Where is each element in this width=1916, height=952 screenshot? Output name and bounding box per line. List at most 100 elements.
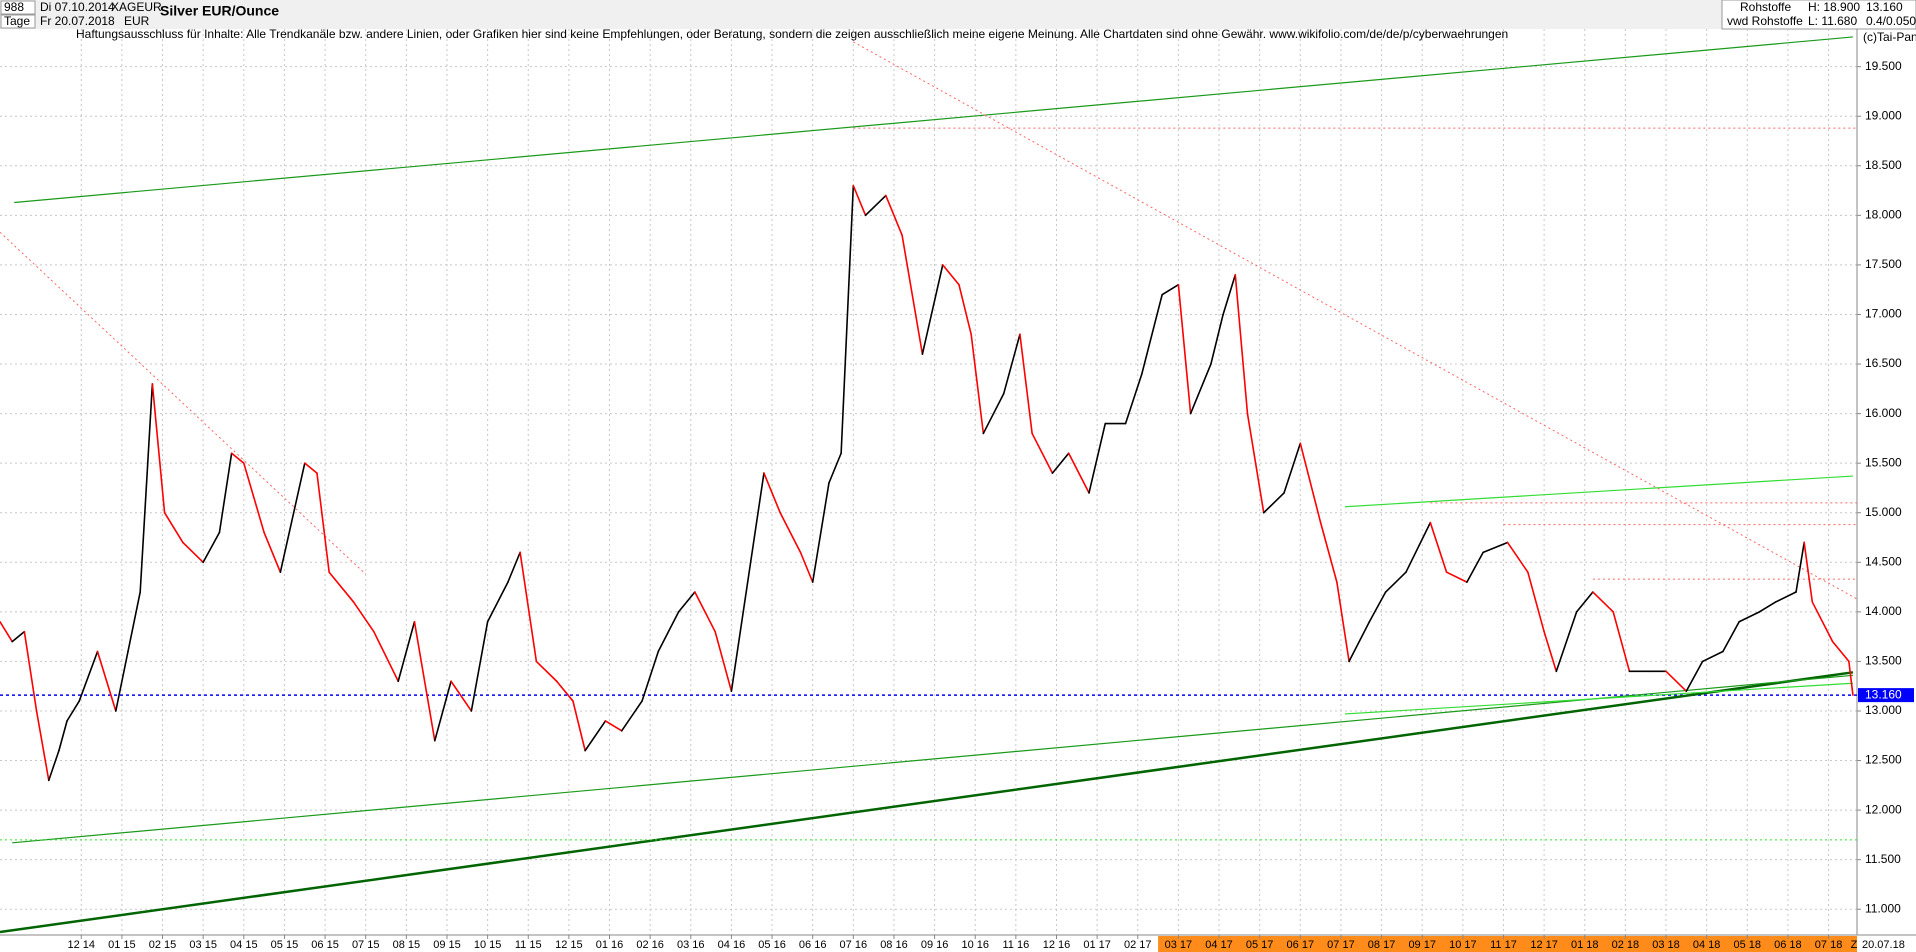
header-end: Fr 20.07.2018: [40, 14, 115, 28]
header-bar: [0, 0, 1916, 29]
id-box[interactable]: [0, 0, 36, 15]
price-segment: [486, 581, 509, 623]
price-segment: [864, 194, 887, 217]
price-segment: [115, 650, 129, 712]
price-segment: [1067, 452, 1090, 494]
x-tick-label: 05 16: [758, 939, 786, 951]
x-tick-label: 06 16: [799, 939, 827, 951]
header-high: H: 18.900: [1808, 0, 1860, 14]
x-tick-label: 02 18: [1612, 939, 1640, 951]
price-segment: [901, 234, 924, 355]
price-segment: [1161, 283, 1180, 296]
price-segment: [1612, 611, 1631, 673]
copyright: (c)Tai-Pan: [1863, 30, 1916, 44]
x-tick-label: 09 17: [1408, 939, 1436, 951]
header-group: Rohstoffe: [1740, 0, 1791, 14]
price-segment: [1466, 551, 1484, 583]
price-segment: [1848, 660, 1854, 696]
x-tick-label: 12 16: [1043, 939, 1071, 951]
price-segment: [779, 511, 802, 554]
x-tick-label: 03 17: [1165, 939, 1193, 951]
price-segment: [328, 571, 355, 603]
trend-line: [12, 674, 1853, 844]
chart-title: Silver EUR/Ounce: [160, 3, 279, 19]
price-segment: [746, 472, 765, 583]
x-tick-label: 01 16: [596, 939, 624, 951]
time-highlight: [1158, 936, 1857, 952]
price-segment: [941, 264, 960, 286]
x-tick-label: 03 18: [1652, 939, 1680, 951]
price-segment: [677, 591, 696, 613]
price-segment: [1141, 293, 1163, 375]
x-tick-label: 02 17: [1124, 939, 1152, 951]
x-tick-label: 04 17: [1205, 939, 1233, 951]
price-segment: [1555, 611, 1578, 673]
price-segment: [1738, 611, 1761, 623]
price-segment: [1088, 422, 1107, 494]
price-segment: [23, 630, 38, 712]
x-tick-label: 12 14: [68, 939, 96, 951]
price-segment: [885, 194, 903, 236]
price-label: 13.160: [1865, 687, 1902, 701]
price-segment: [799, 551, 814, 583]
y-tick-label: 19.500: [1865, 59, 1902, 73]
price-segment: [182, 541, 204, 564]
trend-line: [14, 36, 1853, 204]
price-segment: [1543, 630, 1558, 673]
y-tick-label: 16.500: [1865, 356, 1902, 370]
y-tick-label: 15.500: [1865, 455, 1902, 469]
price-segment: [1803, 541, 1814, 603]
price-segment: [413, 620, 436, 742]
y-tick-label: 11.500: [1865, 852, 1901, 866]
price-segment: [279, 462, 306, 574]
info-box: [1721, 0, 1916, 30]
x-tick-label: 02 16: [636, 939, 664, 951]
price-segment: [584, 720, 607, 752]
x-tick-label: 06 17: [1287, 939, 1315, 951]
x-tick-label: 05 15: [271, 939, 299, 951]
price-segment: [243, 462, 265, 534]
price-segment: [1210, 313, 1224, 365]
header-id: 988: [4, 0, 24, 14]
x-tick-label: 11 15: [515, 939, 542, 951]
price-segment: [1758, 601, 1777, 613]
price-segment: [58, 720, 68, 752]
price-segment: [1774, 591, 1797, 603]
price-segment: [641, 650, 660, 702]
price-segment: [1795, 541, 1805, 593]
price-segment: [1405, 521, 1432, 574]
x-tick-label: 11 16: [1003, 939, 1030, 951]
price-segment: [730, 581, 749, 692]
header-currency: EUR: [124, 14, 150, 28]
trend-line: [1344, 682, 1853, 715]
price-segment: [1222, 274, 1237, 316]
x-tick-label: 09 16: [921, 939, 949, 951]
price-segment: [1831, 640, 1850, 663]
price-segment: [263, 531, 282, 574]
x-tick-label: 12 15: [555, 939, 583, 951]
price-segment: [1177, 283, 1192, 415]
period-box[interactable]: [0, 14, 36, 29]
z-label: Z: [1851, 939, 1858, 951]
x-tick-label: 01 17: [1083, 939, 1111, 951]
y-tick-label: 19.000: [1865, 108, 1902, 122]
x-tick-label: 10 16: [961, 939, 989, 951]
price-segment: [202, 531, 221, 564]
price-segment: [450, 680, 473, 712]
y-tick-label: 13.000: [1865, 703, 1902, 717]
y-tick-label: 18.500: [1865, 158, 1902, 172]
disclaimer: Haftungsausschluss für Inhalte: Alle Tre…: [76, 27, 1508, 41]
price-segment: [1262, 492, 1285, 514]
price-segment: [535, 660, 558, 683]
trend-line: [0, 671, 1854, 934]
price-segment: [78, 650, 99, 702]
price-segment: [47, 749, 60, 782]
header-change: 0.4/0.050: [1866, 14, 1916, 28]
x-tick-label: 01 18: [1571, 939, 1599, 951]
price-segment: [1575, 591, 1594, 613]
y-tick-label: 11.000: [1865, 901, 1901, 915]
x-tick-label: 05 17: [1246, 939, 1274, 951]
x-tick-label: 04 18: [1693, 939, 1721, 951]
price-segment: [555, 680, 574, 702]
